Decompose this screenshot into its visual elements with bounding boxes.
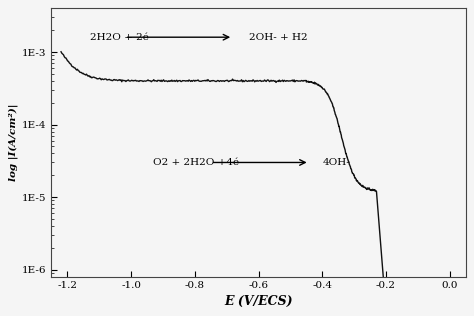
Text: 4OH-: 4OH- [322,158,350,167]
Text: 2H2O + 2é: 2H2O + 2é [90,33,148,42]
Y-axis label: log |I(A/cm²)|: log |I(A/cm²)| [9,104,18,181]
Text: O2 + 2H2O +4é: O2 + 2H2O +4é [154,158,239,167]
X-axis label: E (V/ECS): E (V/ECS) [224,295,293,308]
Text: 2OH- + H2: 2OH- + H2 [249,33,308,42]
